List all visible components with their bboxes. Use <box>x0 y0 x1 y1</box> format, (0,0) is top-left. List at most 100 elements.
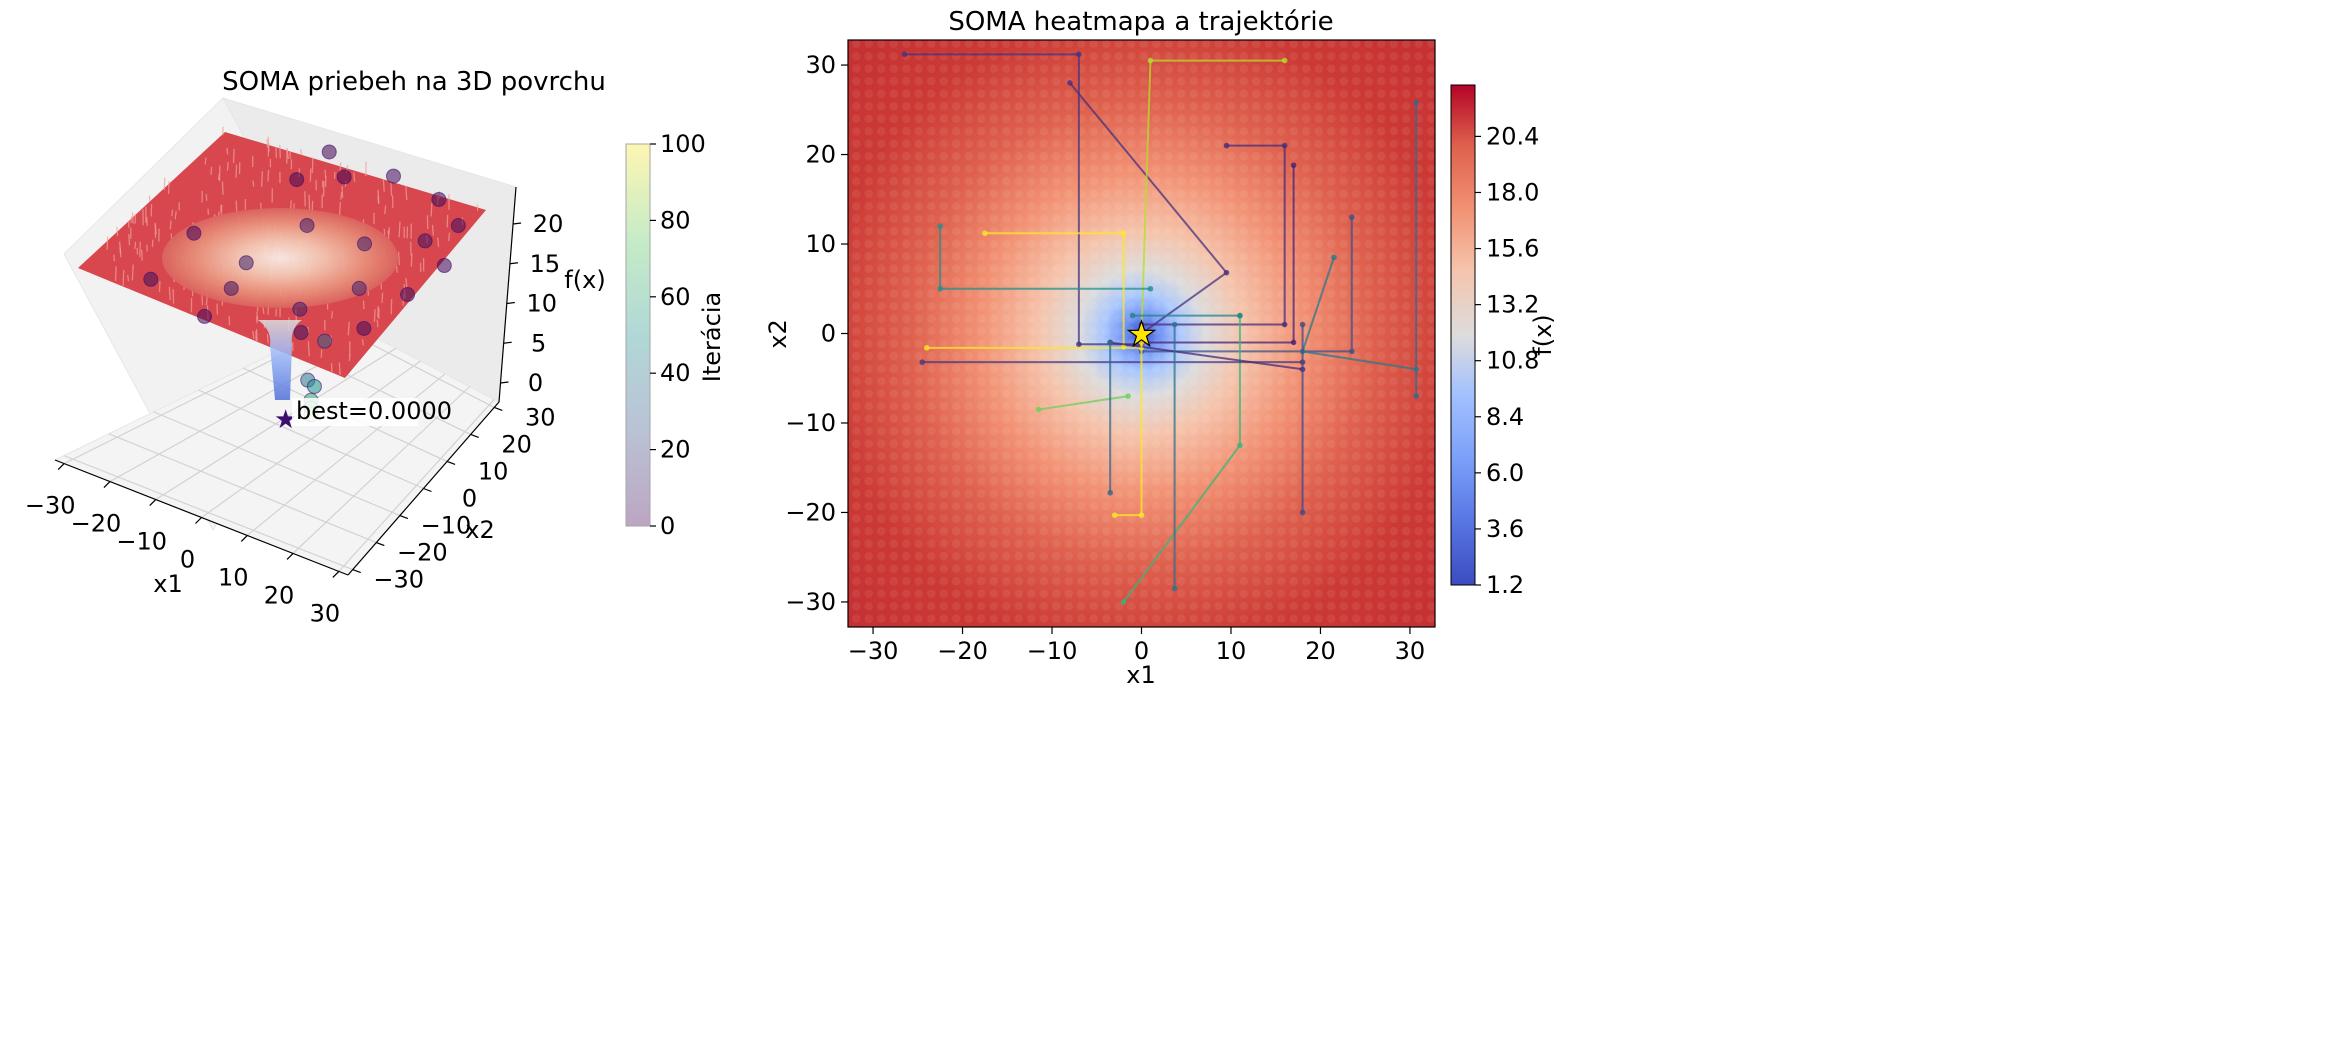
x1-tick-label: 20 <box>264 581 295 609</box>
heatmap-y-tick-label: 20 <box>805 141 836 169</box>
trajectories <box>901 51 1420 605</box>
floor-grid-line <box>292 386 470 554</box>
z-tick-label: 15 <box>530 250 561 278</box>
surface-spike <box>226 147 229 155</box>
trajectory-point <box>1076 341 1082 348</box>
surface-spike <box>168 286 171 301</box>
x1-tick-label: 30 <box>310 599 341 627</box>
trajectory-point <box>1120 230 1127 237</box>
population-point <box>356 320 372 336</box>
iteration-colorbar <box>625 143 651 527</box>
trajectory-point <box>1237 312 1243 319</box>
surface-spike <box>430 202 433 217</box>
trajectory-point <box>1147 57 1154 64</box>
population-point <box>386 168 401 184</box>
fx-tick-label: 1.2 <box>1486 571 1524 599</box>
surface-spike <box>398 221 401 238</box>
heatmap-x-label: x1 <box>1126 661 1155 689</box>
x1-tick-label: −30 <box>25 492 76 520</box>
population-point <box>351 280 367 296</box>
fx-tick-label: 8.4 <box>1486 403 1524 431</box>
trajectory-point <box>1171 321 1178 328</box>
x2-tick-mark <box>423 487 432 493</box>
x1-tick-label: −10 <box>116 528 167 556</box>
trajectory-point <box>1290 162 1297 169</box>
x2-tick-mark <box>470 433 479 438</box>
fx-tick-label: 3.6 <box>1486 515 1524 543</box>
x1-tick-mark <box>57 463 65 471</box>
trajectory-point <box>1331 254 1337 261</box>
surface-funnel <box>258 320 302 400</box>
trajectory-point <box>1299 509 1306 516</box>
best-star-3d: ★ <box>274 405 297 435</box>
population-point <box>450 218 466 234</box>
surface-spike <box>390 182 393 196</box>
trajectory-point <box>1067 80 1073 86</box>
surface-spike <box>279 144 281 159</box>
trajectory-point <box>1223 269 1230 276</box>
x2-tick-mark <box>494 406 503 411</box>
iteration-tick-label: 0 <box>660 512 675 540</box>
trajectory-point <box>1076 51 1082 58</box>
z-tick-mark <box>509 262 519 265</box>
trajectory-point <box>1413 366 1420 373</box>
x2-tick-mark <box>352 569 361 574</box>
population-point <box>306 378 322 394</box>
fx-tick-label: 10.8 <box>1486 347 1539 375</box>
surface-spike <box>255 328 258 342</box>
population-point <box>197 308 213 324</box>
heatmap-y-ticks: −30 −20 −10 0 10 20 30 <box>785 51 848 616</box>
x1-tick-mark <box>195 517 202 524</box>
heatmap-chart-title: SOMA heatmapa a trajektórie <box>948 7 1333 37</box>
trajectory-point <box>937 223 943 229</box>
trajectory-point <box>1147 285 1154 292</box>
surface-bowl <box>162 208 398 308</box>
x2-tick-label: 10 <box>478 457 509 485</box>
surface-spike <box>169 220 172 230</box>
x1-tick-mark <box>332 570 340 578</box>
x2-tick-mark <box>399 514 409 520</box>
fx-colorbar <box>1450 84 1476 586</box>
trajectory-point <box>1413 393 1420 399</box>
surface-spike <box>397 251 400 266</box>
surface-spike <box>382 179 385 192</box>
surface-spike <box>307 340 310 357</box>
surface-spike <box>381 292 384 303</box>
fx-colorbar-ticks: 1.2 3.6 6.0 8.4 10.8 13.2 15.6 18.0 20.4 <box>1475 122 1539 599</box>
trajectory-point <box>1111 512 1118 518</box>
fx-tick-label: 18.0 <box>1486 178 1539 206</box>
trajectory-point <box>1290 339 1297 346</box>
x1-axis-ticks: −30−20−10 0 10 20 30 <box>25 463 341 627</box>
x2-tick-label: 30 <box>525 403 556 431</box>
trajectory-point <box>1138 321 1145 328</box>
x1-tick-label: 10 <box>218 563 249 591</box>
z-axis-label-3d: f(x) <box>564 266 605 294</box>
surface-spike <box>252 180 255 187</box>
population-point <box>400 287 416 303</box>
surface-spike <box>232 148 235 163</box>
heatmap-y-tick-label: 30 <box>805 51 836 79</box>
surface-spike <box>163 177 166 190</box>
surface-spike <box>204 157 207 165</box>
trajectory-point <box>937 285 943 292</box>
surface-spike <box>131 212 134 224</box>
population-point <box>299 217 315 233</box>
trajectory-point <box>1171 585 1178 592</box>
z-tick-label: 0 <box>528 369 543 397</box>
heatmap-x-tick-label: −10 <box>1027 637 1078 665</box>
surface-spike <box>324 169 327 178</box>
heatmap-axes: SOMA heatmapa a trajektórie ★ −30 −20 −10 0… <box>764 7 1557 689</box>
surface-spike <box>119 241 122 254</box>
population-point <box>321 144 337 160</box>
population-point <box>143 271 159 287</box>
trajectory-point <box>982 230 988 237</box>
population-point <box>417 233 433 249</box>
surface-spike <box>437 237 440 247</box>
surface-spike <box>113 254 116 262</box>
surface-spike <box>256 311 259 321</box>
heatmap-x-tick-label: −30 <box>848 637 899 665</box>
trajectory-point <box>1281 57 1288 64</box>
surface-spike <box>267 169 270 182</box>
trajectory-point <box>901 51 908 58</box>
surface-spike <box>134 241 137 250</box>
